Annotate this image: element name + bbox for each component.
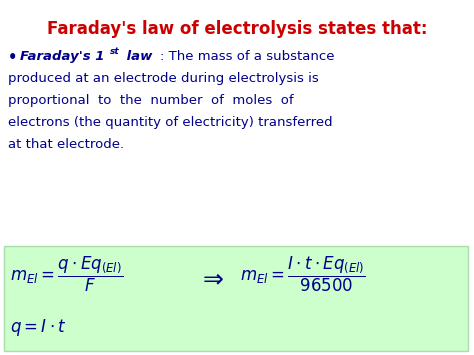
Text: $m_{El} = \dfrac{I \cdot t \cdot Eq_{(El)}}{96500}$: $m_{El} = \dfrac{I \cdot t \cdot Eq_{(El… bbox=[240, 254, 366, 294]
Text: $\Rightarrow$: $\Rightarrow$ bbox=[198, 266, 225, 290]
Text: Faraday's 1: Faraday's 1 bbox=[20, 50, 104, 63]
Text: law: law bbox=[122, 50, 152, 63]
FancyBboxPatch shape bbox=[4, 246, 468, 351]
Text: proportional  to  the  number  of  moles  of: proportional to the number of moles of bbox=[8, 94, 293, 107]
Text: Faraday's law of electrolysis states that:: Faraday's law of electrolysis states tha… bbox=[47, 20, 427, 38]
Text: st: st bbox=[110, 47, 119, 56]
Text: electrons (the quantity of electricity) transferred: electrons (the quantity of electricity) … bbox=[8, 116, 333, 129]
Text: $q = I \cdot t$: $q = I \cdot t$ bbox=[10, 317, 67, 338]
Text: $m_{El} = \dfrac{q \cdot Eq_{(El)}}{F}$: $m_{El} = \dfrac{q \cdot Eq_{(El)}}{F}$ bbox=[10, 254, 123, 294]
Text: at that electrode.: at that electrode. bbox=[8, 138, 124, 151]
Text: : The mass of a substance: : The mass of a substance bbox=[160, 50, 335, 63]
Text: •: • bbox=[8, 50, 18, 65]
Text: produced at an electrode during electrolysis is: produced at an electrode during electrol… bbox=[8, 72, 319, 85]
